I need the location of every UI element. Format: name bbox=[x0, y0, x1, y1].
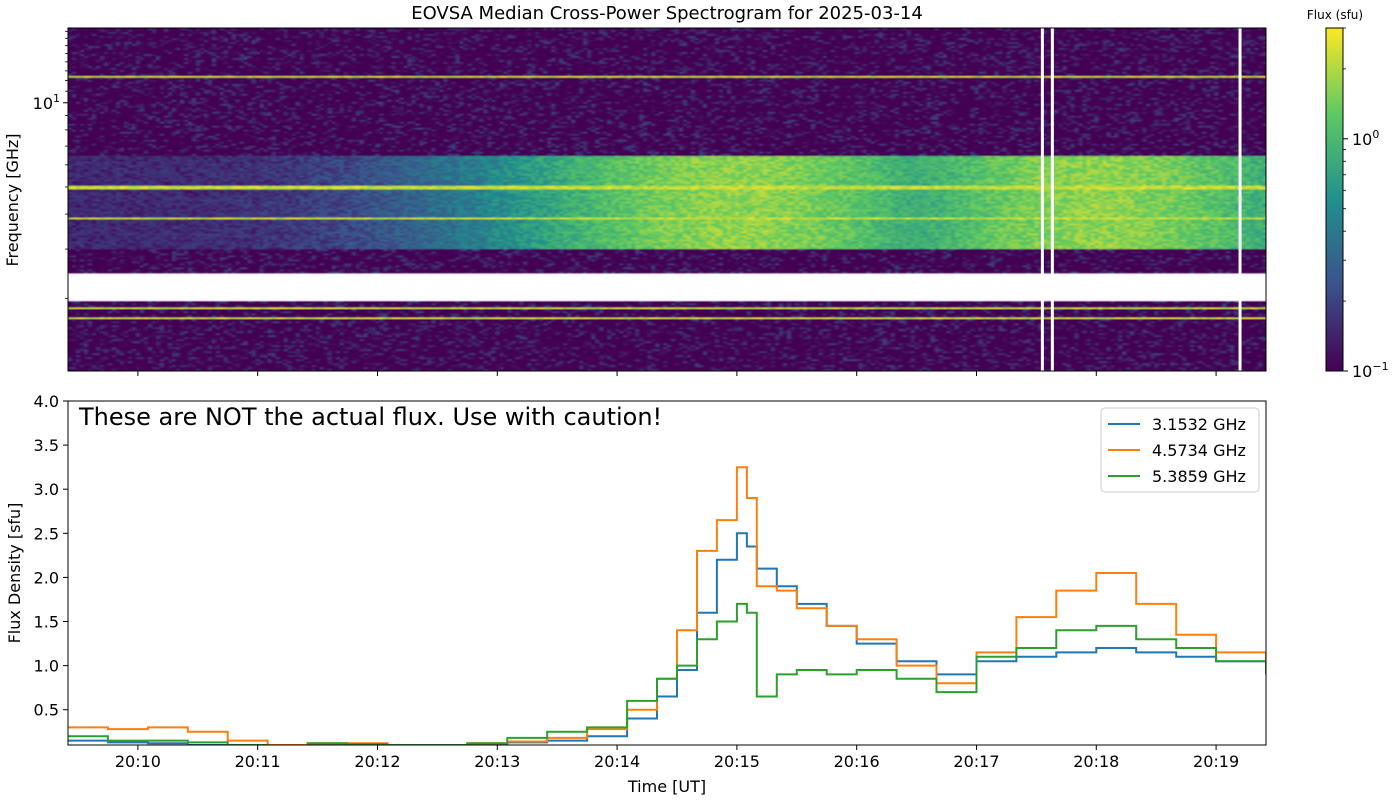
line-ytick-label-6: 3.5 bbox=[34, 436, 59, 455]
line-xtick-label-1: 20:11 bbox=[235, 752, 281, 771]
legend-label-0: 3.1532 GHz bbox=[1152, 415, 1246, 434]
blank-column-0 bbox=[1040, 28, 1044, 371]
line-xtick-label-4: 20:14 bbox=[594, 752, 640, 771]
spectrogram bbox=[68, 28, 1266, 371]
spectrogram-ylabel: Frequency [GHz] bbox=[3, 133, 22, 266]
spectrogram-ytick-exp-0: 1 bbox=[53, 92, 60, 105]
legend-box bbox=[1100, 407, 1260, 493]
line-xtick-label-5: 20:15 bbox=[714, 752, 760, 771]
line-chart bbox=[68, 466, 1266, 745]
spectrogram-image bbox=[68, 28, 1266, 371]
series-line-0 bbox=[68, 532, 1266, 745]
flux-warning-annotation: These are NOT the actual flux. Use with … bbox=[78, 403, 662, 431]
colorbar-label: Flux (sfu) bbox=[1307, 8, 1363, 22]
colorbar-tick-label-0: 100 bbox=[1352, 128, 1379, 149]
line-ytick-label-4: 2.5 bbox=[34, 524, 59, 543]
colorbar-axes: 100 10−1 bbox=[1343, 27, 1389, 381]
colorbar-tick-label-1: 10−1 bbox=[1352, 360, 1389, 381]
legend-label-2: 5.3859 GHz bbox=[1152, 467, 1246, 486]
series-line-2 bbox=[68, 602, 1266, 745]
line-ytick-label-7: 4.0 bbox=[34, 392, 59, 411]
line-ytick-label-2: 1.5 bbox=[34, 613, 59, 632]
spectrogram-ytick-label-0: 101 bbox=[33, 92, 60, 113]
legend: 3.1532 GHz 4.5734 GHz 5.3859 GHz bbox=[1100, 407, 1260, 493]
line-xtick-label-7: 20:17 bbox=[953, 752, 999, 771]
line-chart-ylabel: Flux Density [sfu] bbox=[5, 503, 24, 644]
line-chart-xlabel: Time [UT] bbox=[627, 777, 706, 796]
colorbar bbox=[1325, 27, 1344, 372]
line-xtick-label-0: 20:10 bbox=[115, 752, 161, 771]
line-ytick-label-3: 2.0 bbox=[34, 568, 59, 587]
line-xtick-label-3: 20:13 bbox=[474, 752, 520, 771]
line-xtick-label-9: 20:19 bbox=[1193, 752, 1239, 771]
colorbar-tick-exp-0: 0 bbox=[1372, 128, 1379, 141]
line-xtick-label-2: 20:12 bbox=[354, 752, 400, 771]
line-ytick-label-1: 1.0 bbox=[34, 657, 59, 676]
series-line-1 bbox=[68, 466, 1266, 745]
colorbar-tick-exp-1: −1 bbox=[1372, 360, 1388, 373]
line-xtick-label-6: 20:16 bbox=[834, 752, 880, 771]
line-xtick-label-8: 20:18 bbox=[1073, 752, 1119, 771]
line-ytick-label-0: 0.5 bbox=[34, 701, 59, 720]
line-chart-axes: 0.5 1.0 1.5 2.0 2.5 3.0 3.5 4.0 20:10 20:11 20:12 2… bbox=[34, 392, 1240, 771]
blank-column-2 bbox=[1238, 28, 1242, 371]
line-chart-frame bbox=[67, 400, 1267, 746]
legend-label-1: 4.5734 GHz bbox=[1152, 441, 1246, 460]
spectrogram-title: EOVSA Median Cross-Power Spectrogram for… bbox=[411, 3, 923, 24]
spectrogram-frame bbox=[67, 27, 1267, 372]
blank-column-1 bbox=[1050, 28, 1054, 371]
line-ytick-label-5: 3.0 bbox=[34, 480, 59, 499]
